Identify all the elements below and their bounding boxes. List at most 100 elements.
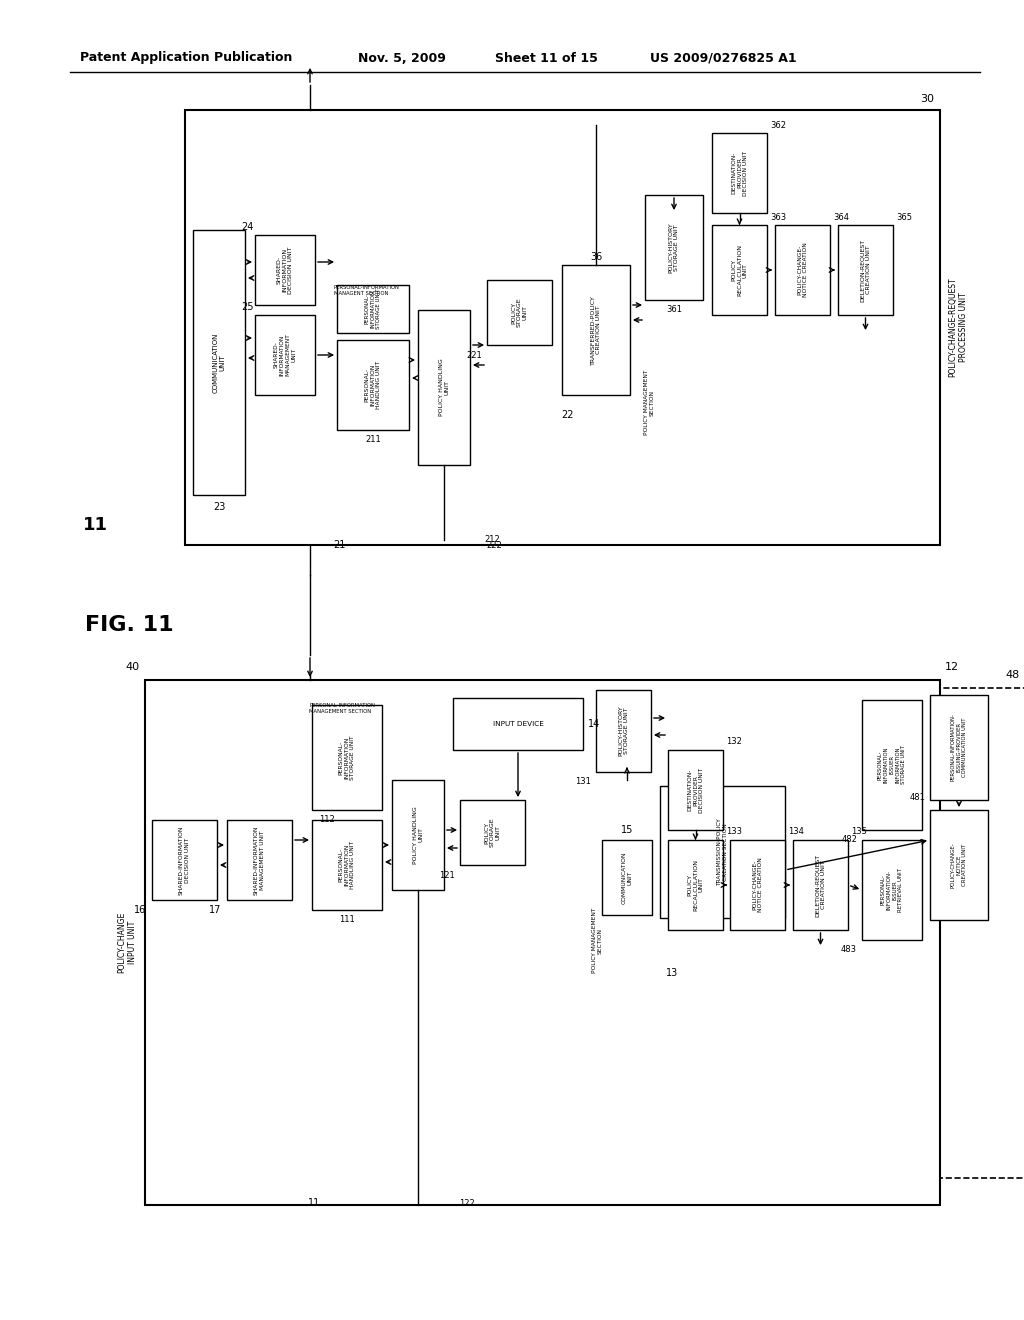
Text: 122: 122	[459, 1199, 475, 1208]
Text: COMMUNICATION
UNIT: COMMUNICATION UNIT	[622, 851, 633, 904]
Text: Patent Application Publication: Patent Application Publication	[80, 51, 293, 65]
Bar	[255, 235, 315, 305]
Text: SHARED-INFORMATION
MANAGEMENT UNIT: SHARED-INFORMATION MANAGEMENT UNIT	[254, 825, 265, 895]
Bar	[453, 688, 583, 1193]
Text: 48: 48	[1006, 671, 1020, 680]
Bar	[638, 128, 916, 393]
Text: PERSONAL-
INFORMATION
HANDLING UNIT: PERSONAL- INFORMATION HANDLING UNIT	[339, 841, 355, 890]
Text: POLICY MANAGEMENT
SECTION: POLICY MANAGEMENT SECTION	[592, 908, 602, 973]
Text: INPUT DEVICE: INPUT DEVICE	[493, 721, 544, 727]
Text: 133: 133	[726, 828, 742, 837]
Bar	[337, 285, 409, 333]
Text: 15: 15	[621, 825, 633, 836]
Text: DELETION-REQUEST
CREATION UNIT: DELETION-REQUEST CREATION UNIT	[860, 239, 870, 301]
Text: 483: 483	[841, 945, 857, 954]
Bar	[855, 688, 1024, 1177]
Text: DESTINATION-
PROVIDER
DECISION UNIT: DESTINATION- PROVIDER DECISION UNIT	[687, 767, 703, 813]
Bar	[555, 120, 925, 405]
Bar	[312, 705, 382, 810]
Text: DESTINATION-
PROVIDER
DECISION UNIT: DESTINATION- PROVIDER DECISION UNIT	[731, 150, 748, 195]
Bar	[185, 110, 940, 545]
Text: 364: 364	[833, 213, 849, 222]
Text: PERSONAL-
INFORMATION
STORAGE UNIT: PERSONAL- INFORMATION STORAGE UNIT	[339, 735, 355, 780]
Text: POLICY-CHANGE-
NOTICE
CREATION UNIT: POLICY-CHANGE- NOTICE CREATION UNIT	[950, 842, 968, 888]
Text: POLICY-CHANGE-
NOTICE CREATION: POLICY-CHANGE- NOTICE CREATION	[752, 858, 763, 912]
Bar	[337, 341, 409, 430]
Bar	[862, 700, 922, 830]
Text: 362: 362	[770, 120, 786, 129]
Bar	[255, 315, 315, 395]
Text: POLICY-CHANGE
INPUT UNIT: POLICY-CHANGE INPUT UNIT	[118, 912, 136, 973]
Text: POLICY
STORAGE
UNIT: POLICY STORAGE UNIT	[484, 817, 501, 847]
Text: POLICY
RECALCULATION
UNIT: POLICY RECALCULATION UNIT	[687, 859, 703, 911]
Text: TRANSFERRED-POLICY
CREATION UNIT: TRANSFERRED-POLICY CREATION UNIT	[591, 296, 601, 364]
Bar	[487, 280, 552, 345]
Text: 211: 211	[366, 436, 381, 445]
Text: POLICY
RECALCULATION
UNIT: POLICY RECALCULATION UNIT	[731, 244, 748, 296]
Bar	[645, 195, 703, 300]
Bar	[660, 688, 935, 964]
Bar	[305, 693, 470, 1188]
Text: PERSONAL-
INFORMATION-
ISSUER
RETRIEVAL UNIT: PERSONAL- INFORMATION- ISSUER RETRIEVAL …	[881, 869, 903, 912]
Text: 363: 363	[770, 213, 786, 222]
Bar	[596, 690, 651, 772]
Bar	[930, 810, 988, 920]
Bar	[660, 785, 785, 917]
Text: POLICY
STORAGE
UNIT: POLICY STORAGE UNIT	[511, 298, 527, 327]
Text: 361: 361	[666, 305, 682, 314]
Text: PERSONAL-
INFORMATION
STORAGE UNIT: PERSONAL- INFORMATION STORAGE UNIT	[365, 289, 381, 329]
Text: PERSONAL-
INFORMATION
ISSUER
INFORMATION
STORAGE UNIT: PERSONAL- INFORMATION ISSUER INFORMATION…	[878, 746, 906, 784]
Text: 14: 14	[588, 719, 600, 729]
Bar	[668, 750, 723, 830]
Text: 21: 21	[333, 540, 345, 550]
Text: 11: 11	[83, 516, 108, 535]
Text: 30: 30	[920, 94, 934, 104]
Text: 22: 22	[561, 411, 573, 420]
Bar	[793, 840, 848, 931]
Text: PERSONAL-INFORMATION
MANAGENT SECTION: PERSONAL-INFORMATION MANAGENT SECTION	[334, 285, 400, 296]
Text: 17: 17	[209, 906, 221, 915]
Text: DELETION-REQUEST
CREATION UNIT: DELETION-REQUEST CREATION UNIT	[815, 854, 826, 916]
Text: US 2009/0276825 A1: US 2009/0276825 A1	[650, 51, 797, 65]
Text: 121: 121	[439, 870, 455, 879]
Text: SHARED-
INFORMATION
MANAGEMENT
UNIT: SHARED- INFORMATION MANAGEMENT UNIT	[273, 334, 296, 376]
Text: 23: 23	[213, 502, 225, 512]
Bar	[712, 224, 767, 315]
Bar	[300, 688, 595, 1193]
Text: PERSONAL-
INFORMATION
HANDLING UNIT: PERSONAL- INFORMATION HANDLING UNIT	[365, 360, 381, 409]
Text: POLICY-HISTORY
STORAGE UNIT: POLICY-HISTORY STORAGE UNIT	[669, 222, 679, 273]
Text: POLICY HANDLING
UNIT: POLICY HANDLING UNIT	[438, 359, 450, 416]
Bar	[330, 275, 505, 531]
Text: 481: 481	[909, 793, 925, 803]
Text: 24: 24	[241, 222, 253, 232]
Text: 36: 36	[590, 252, 602, 261]
Bar	[602, 840, 652, 915]
Bar	[775, 224, 830, 315]
Text: POLICY-CHANGE-
NOTICE CREATION: POLICY-CHANGE- NOTICE CREATION	[797, 243, 808, 297]
Text: POLICY-HISTORY
STORAGE UNIT: POLICY-HISTORY STORAGE UNIT	[618, 706, 629, 756]
Bar	[193, 230, 245, 495]
Bar	[562, 265, 630, 395]
Bar	[152, 820, 217, 900]
Text: 132: 132	[726, 738, 741, 747]
Bar	[392, 780, 444, 890]
Text: POLICY-CHANGE-REQUEST
PROCESSING UNIT: POLICY-CHANGE-REQUEST PROCESSING UNIT	[948, 277, 968, 378]
Text: 40: 40	[126, 663, 140, 672]
Text: SHARED-
INFORMATION
DECISION UNIT: SHARED- INFORMATION DECISION UNIT	[276, 247, 293, 294]
Text: POLICY MANAGEMENT
SECTION: POLICY MANAGEMENT SECTION	[644, 370, 654, 436]
Text: 12: 12	[945, 663, 959, 672]
Bar	[145, 680, 940, 1205]
Text: 11: 11	[308, 1199, 321, 1208]
Bar	[325, 271, 635, 535]
Text: COMMUNICATION
UNIT: COMMUNICATION UNIT	[213, 333, 225, 392]
Text: 221: 221	[466, 351, 482, 359]
Text: PERSONAL-INFORMATION
MANAGEMENT SECTION: PERSONAL-INFORMATION MANAGEMENT SECTION	[309, 704, 375, 714]
Text: 482: 482	[841, 836, 857, 845]
Text: Sheet 11 of 15: Sheet 11 of 15	[495, 51, 598, 65]
Text: 112: 112	[319, 816, 335, 825]
Bar	[312, 820, 382, 909]
Text: 222: 222	[486, 540, 502, 549]
Bar	[596, 780, 791, 925]
Text: 16: 16	[134, 906, 146, 915]
Bar	[712, 133, 767, 213]
